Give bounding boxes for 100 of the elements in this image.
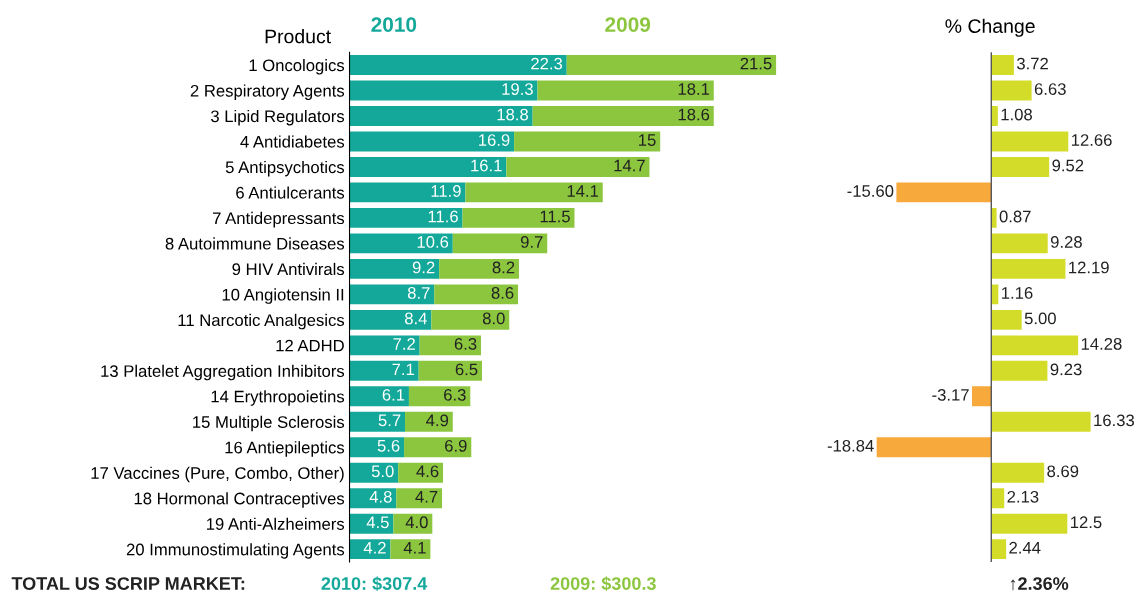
bar bbox=[431, 309, 510, 330]
data-label: 14.28 bbox=[1081, 337, 1122, 350]
bar bbox=[514, 131, 661, 152]
data-label: 5.7 bbox=[378, 414, 401, 427]
data-label: 11.9 bbox=[431, 185, 461, 197]
y-tick-label: 2 Respiratory Agents bbox=[190, 84, 345, 100]
data-label: 4.5 bbox=[366, 516, 389, 529]
data-label: 12.66 bbox=[1071, 134, 1112, 146]
y-tick-label: 11 Narcotic Analgesics bbox=[178, 313, 345, 330]
bar bbox=[991, 462, 1045, 483]
bar bbox=[405, 411, 453, 432]
bar bbox=[349, 488, 397, 509]
bar bbox=[419, 335, 482, 356]
data-label: 6.5 bbox=[455, 363, 478, 376]
bar bbox=[991, 258, 1066, 279]
data-label: -15.60 bbox=[847, 185, 894, 197]
data-label: 9.7 bbox=[520, 236, 543, 248]
data-label: 6.3 bbox=[444, 388, 466, 401]
data-label: 19.3 bbox=[502, 83, 533, 95]
data-label: 9.52 bbox=[1052, 159, 1084, 172]
text: 2010: $307.4 bbox=[321, 576, 428, 592]
bar bbox=[404, 437, 472, 458]
bar bbox=[349, 411, 406, 432]
bar bbox=[349, 80, 538, 101]
chart-title: % Change bbox=[945, 18, 1035, 37]
data-label: 4.9 bbox=[426, 414, 449, 427]
data-label: 4.8 bbox=[369, 490, 392, 503]
bar bbox=[972, 386, 992, 407]
bar bbox=[349, 182, 466, 203]
bar bbox=[991, 335, 1079, 356]
y-tick-label: 14 Erythropoietins bbox=[211, 390, 345, 406]
bar bbox=[396, 488, 443, 509]
data-label: 12.19 bbox=[1069, 261, 1109, 274]
bar bbox=[390, 539, 431, 560]
text: ↑2.36% bbox=[1010, 577, 1069, 591]
data-label: 9.23 bbox=[1050, 363, 1082, 376]
bar bbox=[349, 386, 409, 407]
data-label: -18.84 bbox=[827, 439, 874, 452]
bar bbox=[349, 233, 453, 254]
y-tick-label: 18 Hormonal Contraceptives bbox=[134, 492, 345, 508]
text: TOTAL US SCRIP MARKET: bbox=[11, 577, 245, 590]
data-label: 14.1 bbox=[567, 185, 599, 197]
y-tick-label: 5 Antipsychotics bbox=[225, 160, 345, 177]
bar bbox=[349, 462, 399, 483]
data-label: 11.5 bbox=[540, 210, 570, 223]
data-label: 6.3 bbox=[454, 337, 477, 350]
y-tick-label: 10 Angiotensin II bbox=[222, 288, 344, 304]
bar bbox=[439, 258, 519, 279]
data-label: -3.17 bbox=[932, 388, 969, 401]
bar bbox=[349, 309, 432, 330]
data-label: 2.44 bbox=[1009, 541, 1041, 554]
data-label: 6.1 bbox=[382, 388, 405, 401]
data-label: 5.0 bbox=[371, 465, 394, 478]
y-tick-label: 19 Anti-Alzheimers bbox=[206, 517, 345, 530]
bar bbox=[452, 233, 548, 254]
bar bbox=[349, 55, 567, 75]
data-label: 18.1 bbox=[678, 83, 710, 95]
bar bbox=[566, 55, 777, 75]
data-label: 4.2 bbox=[363, 541, 386, 554]
data-label: 9.2 bbox=[412, 261, 435, 274]
bar bbox=[349, 437, 405, 458]
data-label: 4.7 bbox=[415, 491, 438, 503]
y-tick-label: 13 Platelet Aggregation Inhibitors bbox=[101, 364, 345, 381]
bar bbox=[349, 284, 435, 305]
y-tick-label: 1 Oncologics bbox=[249, 58, 345, 75]
y-tick-label: 6 Antiulcerants bbox=[236, 186, 345, 199]
y-tick-label: 7 Antidepressants bbox=[213, 211, 345, 228]
series-label: 2010 bbox=[371, 17, 417, 32]
bar bbox=[434, 284, 519, 305]
data-label: 5.6 bbox=[377, 439, 400, 452]
bar bbox=[349, 106, 533, 126]
bar bbox=[349, 513, 394, 534]
bar bbox=[532, 106, 714, 126]
data-label: 6.9 bbox=[445, 439, 467, 452]
data-label: 18.8 bbox=[497, 108, 529, 121]
bar bbox=[896, 182, 992, 203]
data-label: 8.7 bbox=[407, 287, 430, 299]
bar bbox=[991, 411, 1091, 432]
y-tick-label: 8 Autoimmune Diseases bbox=[165, 237, 345, 250]
bar bbox=[537, 80, 714, 101]
bar bbox=[991, 106, 998, 126]
data-label: 3.72 bbox=[1016, 57, 1048, 70]
bar bbox=[991, 488, 1005, 509]
y-axis-title: Product bbox=[265, 29, 331, 44]
data-label: 6.63 bbox=[1034, 83, 1066, 95]
data-label: 14.7 bbox=[614, 159, 645, 172]
data-label: 7.2 bbox=[393, 337, 415, 350]
y-tick-label: 16 Antiepileptics bbox=[225, 441, 345, 457]
data-label: 9.28 bbox=[1050, 236, 1082, 248]
bar bbox=[393, 513, 433, 534]
text: 2009: $300.3 bbox=[550, 576, 656, 592]
bar bbox=[349, 207, 463, 228]
y-tick-label: 4 Antidiabetes bbox=[240, 135, 345, 148]
y-tick-label: 17 Vaccines (Pure, Combo, Other) bbox=[91, 466, 344, 483]
data-label: 22.3 bbox=[531, 57, 563, 70]
bar bbox=[349, 131, 515, 152]
data-label: 1.16 bbox=[1002, 287, 1033, 299]
y-tick-label: 20 Immunostimulating Agents bbox=[126, 543, 345, 559]
data-label: 10.6 bbox=[417, 236, 449, 248]
data-label: 18.6 bbox=[678, 108, 710, 121]
